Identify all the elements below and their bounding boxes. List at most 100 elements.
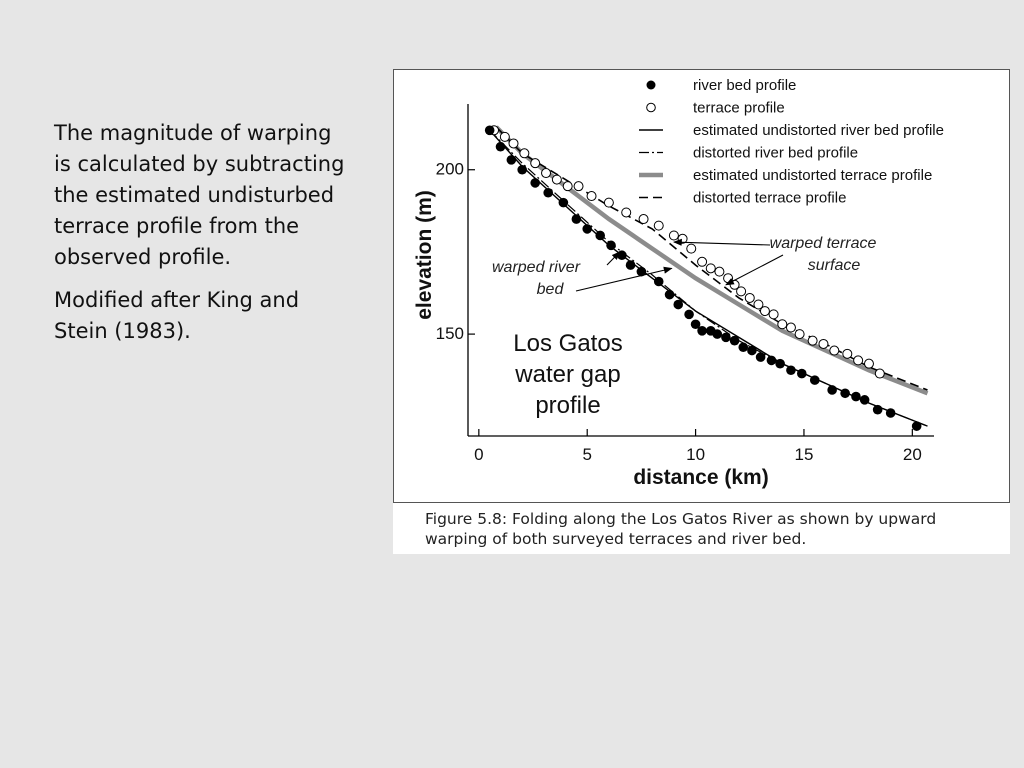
- river-bed-point: [653, 276, 664, 287]
- river-bed-point: [721, 332, 731, 343]
- river-bed-point: [543, 187, 553, 198]
- river-bed-point: [673, 299, 684, 310]
- annotation-terrace-arrow: [673, 238, 771, 246]
- legend-label: estimated undistorted terrace profile: [693, 167, 932, 184]
- river-bed-point: [664, 289, 675, 300]
- river-bed-point: [747, 345, 757, 356]
- river-bed-point: [617, 250, 627, 261]
- terrace-point: [759, 306, 770, 317]
- terrace-point: [777, 319, 788, 330]
- terrace-point: [686, 243, 697, 254]
- annotation-terrace-arrow: [725, 254, 784, 286]
- terrace-point: [874, 368, 885, 379]
- slide-text: The magnitude of warping is calculated b…: [54, 118, 354, 359]
- terrace-point: [668, 230, 679, 241]
- river-bed-point: [851, 391, 861, 402]
- x-tick-label: 0: [474, 445, 483, 464]
- terrace-point: [603, 197, 614, 208]
- terrace-point: [863, 358, 874, 369]
- figure-caption: Figure 5.8: Folding along the Los Gatos …: [425, 510, 937, 548]
- chart-title-line: water gap: [514, 361, 620, 388]
- river-bed-point: [558, 197, 569, 208]
- legend-label: terrace profile: [693, 100, 785, 117]
- legend-symbol: [646, 102, 656, 113]
- river-bed-point: [827, 385, 837, 395]
- river-bed-point: [582, 224, 593, 234]
- series-line-dashed: [495, 126, 928, 391]
- terrace-point: [551, 174, 562, 185]
- river-bed-point: [796, 368, 807, 379]
- figure: 0 5 10 15 20 150 200 distance (km) elevation (m)…: [393, 69, 1010, 554]
- paragraph-warping: The magnitude of warping is calculated b…: [54, 121, 345, 269]
- river-bed-point: [506, 155, 517, 165]
- river-bed-point: [729, 335, 740, 346]
- river-bed-point: [786, 365, 796, 376]
- river-bed-point: [530, 178, 540, 188]
- river-bed-point: [625, 260, 636, 270]
- legend-label: distorted terrace profile: [693, 190, 846, 207]
- y-tick-label: 200: [436, 160, 464, 179]
- river-bed-point: [872, 404, 883, 415]
- river-bed-point: [738, 342, 749, 353]
- terrace-point: [794, 329, 805, 340]
- terrace-point: [785, 322, 796, 333]
- legend-label: river bed profile: [693, 77, 796, 94]
- annotation-river-arrow: [606, 251, 621, 266]
- terrace-point: [842, 348, 853, 359]
- river-bed-point: [484, 125, 495, 136]
- x-tick-label: 15: [794, 445, 813, 464]
- river-bed-point: [775, 358, 785, 369]
- river-bed-point: [684, 309, 694, 320]
- terrace-point: [573, 181, 584, 192]
- river-bed-point: [885, 408, 896, 418]
- river-bed-point: [571, 214, 582, 224]
- legend-label: estimated undistorted river bed profile: [693, 122, 944, 139]
- river-bed-point: [712, 329, 723, 339]
- river-bed-point: [840, 388, 850, 399]
- annotation-river-label: bed: [537, 281, 565, 298]
- river-bed-point: [690, 319, 701, 330]
- river-bed-point: [636, 266, 647, 277]
- series-line-thick-line: [494, 125, 929, 396]
- paragraph-citation: Modified after King and Stein (1983).: [54, 288, 300, 343]
- river-bed-point: [595, 230, 606, 241]
- terrace-point: [714, 266, 725, 277]
- los-gatos-chart: 0 5 10 15 20 150 200 distance (km) elevation (m)…: [413, 77, 944, 489]
- river-bed-point: [517, 164, 527, 175]
- terrace-point: [586, 191, 597, 202]
- terrace-point: [697, 256, 708, 267]
- terrace-point: [768, 309, 779, 320]
- terrace-point: [621, 207, 632, 218]
- terrace-point: [530, 158, 541, 169]
- terrace-point: [499, 131, 510, 142]
- river-bed-point: [495, 141, 506, 152]
- terrace-point: [736, 286, 747, 297]
- river-bed-point: [859, 395, 870, 405]
- chart-title-line: profile: [535, 392, 600, 419]
- terrace-point: [519, 148, 530, 159]
- terrace-point: [744, 292, 755, 303]
- annotation-river-label: warped river: [492, 259, 581, 276]
- chart-title-line: Los Gatos: [513, 330, 622, 357]
- river-bed-point: [911, 421, 922, 431]
- terrace-point: [705, 263, 716, 274]
- annotation-terrace-label: warped terrace: [770, 235, 877, 252]
- river-bed-point: [697, 326, 707, 336]
- terrace-point: [508, 138, 519, 149]
- legend-symbol: [646, 80, 656, 90]
- river-bed-point: [766, 355, 777, 366]
- terrace-point: [829, 345, 840, 356]
- terrace-point: [818, 338, 829, 349]
- legend-label: distorted river bed profile: [693, 145, 858, 162]
- river-bed-point: [755, 352, 766, 362]
- annotation-river-arrow: [575, 266, 673, 292]
- terrace-point: [562, 181, 573, 192]
- y-axis-label: elevation (m): [413, 190, 436, 320]
- x-tick-label: 5: [582, 445, 591, 464]
- river-bed-point: [809, 375, 820, 385]
- x-axis-label: distance (km): [633, 466, 768, 489]
- river-bed-point: [606, 240, 616, 251]
- y-tick-label: 150: [436, 324, 464, 343]
- x-tick-label: 20: [903, 445, 922, 464]
- terrace-point: [653, 220, 664, 231]
